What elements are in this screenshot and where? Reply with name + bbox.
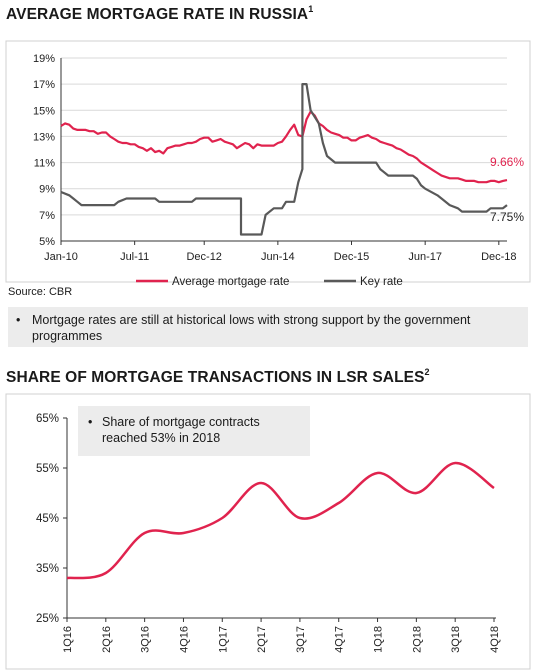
chart2-xtick-label: 3Q18 xyxy=(450,626,462,653)
mortgage-rate-line xyxy=(60,110,508,184)
mortgage-rate-chart: 19% 17% 15% 13% 11% 9% 7% 5% Jan-10 Jul-11 Dec-12 J… xyxy=(5,40,531,288)
share-note-box: • Share of mortgage contracts reached 53… xyxy=(78,406,310,456)
chart2-xtick-label: 3Q16 xyxy=(140,626,152,653)
chart1-ytick-label: 7% xyxy=(39,210,55,222)
chart2-xtick-label: 1Q16 xyxy=(62,626,74,653)
chart1-ytick-label: 19% xyxy=(33,53,55,65)
rates-note-box: • Mortgage rates are still at historical… xyxy=(8,307,528,347)
chart2-title-footnote: 2 xyxy=(424,367,430,377)
chart1-xtick-label: Dec-15 xyxy=(334,251,369,263)
legend-key-label: Key rate xyxy=(360,276,403,288)
key-rate-line xyxy=(60,83,508,236)
chart2-title-text: SHARE OF MORTGAGE TRANSACTIONS IN LSR SA… xyxy=(6,369,425,386)
chart2-xtick-label: 4Q17 xyxy=(334,626,346,653)
chart1-gridlines xyxy=(61,57,507,216)
chart1-frame xyxy=(5,40,531,283)
chart1-xtick-label: Jul-11 xyxy=(120,251,149,263)
chart1-title-footnote: 1 xyxy=(308,4,314,14)
chart2-ytick-label: 65% xyxy=(36,413,59,425)
source-note: Source: CBR xyxy=(8,286,73,298)
share-note-bullet: • xyxy=(88,415,93,429)
chart1-ytick-label: 11% xyxy=(34,158,55,170)
chart2-xtick-label: 4Q16 xyxy=(178,626,190,653)
chart1-xtick-label: Dec-12 xyxy=(186,251,221,263)
chart1-ytick-label: 15% xyxy=(33,105,55,117)
chart1-xtick-label: Jun-17 xyxy=(408,251,442,263)
chart1-ytick-label: 13% xyxy=(33,131,55,143)
chart2-xtick-label: 2Q17 xyxy=(256,626,268,653)
mortgage-share-line xyxy=(66,461,495,580)
chart2-ytick-label: 55% xyxy=(36,463,59,475)
chart1-xtick-label: Dec-18 xyxy=(481,251,516,263)
chart1-ytick-label: 9% xyxy=(39,184,55,196)
chart2-ytick-label: 25% xyxy=(36,613,59,625)
chart2-xtick-label: 1Q17 xyxy=(217,626,229,653)
rates-note-bullet: • xyxy=(16,313,21,327)
chart2-ytick-label: 45% xyxy=(36,513,59,525)
mortgage-rate-end-label: 9.66% xyxy=(490,155,524,169)
key-rate-end-label: 7.75% xyxy=(490,210,524,224)
chart2-xtick-label: 4Q18 xyxy=(489,626,501,653)
chart1-xtick-label: Jan-10 xyxy=(44,251,78,263)
share-note-text: Share of mortgage contracts reached 53% … xyxy=(102,415,260,445)
rates-note-text: Mortgage rates are still at historical l… xyxy=(32,313,471,343)
chart2-xtick-label: 3Q17 xyxy=(295,626,307,653)
chart2-xtick-label: 1Q18 xyxy=(373,626,385,653)
chart2-series xyxy=(66,461,495,580)
chart2-xtick-label: 2Q18 xyxy=(411,626,423,653)
chart1-xtick-label: Jun-14 xyxy=(261,251,295,263)
chart2-xtick-label: 2Q16 xyxy=(101,626,113,653)
chart1-title-text: AVERAGE MORTGAGE RATE IN RUSSIA xyxy=(6,6,309,23)
chart1-ytick-label: 5% xyxy=(39,236,55,248)
chart1-axes xyxy=(5,40,531,283)
chart1-ytick-label: 17% xyxy=(33,79,55,91)
chart1-series xyxy=(60,83,508,236)
chart1-labels: 19% 17% 15% 13% 11% 9% 7% 5% Jan-10 Jul-11 Dec-12 J… xyxy=(33,53,524,263)
legend-mortgage-label: Average mortgage rate xyxy=(172,276,289,288)
chart1-legend: Average mortgage rate Key rate xyxy=(136,276,403,288)
chart2-ytick-label: 35% xyxy=(36,563,59,575)
chart2-title: SHARE OF MORTGAGE TRANSACTIONS IN LSR SA… xyxy=(6,367,430,387)
chart1-title: AVERAGE MORTGAGE RATE IN RUSSIA1 xyxy=(6,4,314,24)
